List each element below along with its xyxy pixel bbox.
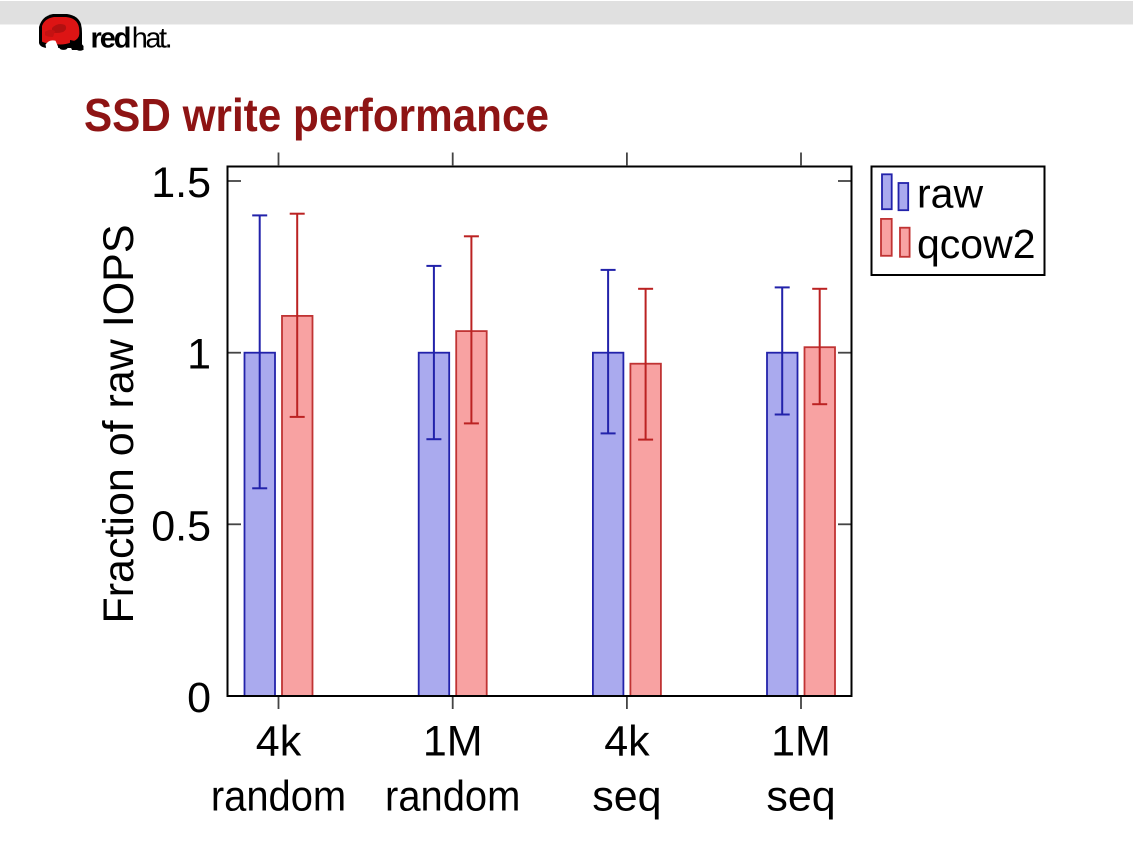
svg-text:1M: 1M xyxy=(423,718,483,766)
svg-text:1M: 1M xyxy=(771,718,831,766)
svg-text:4k: 4k xyxy=(256,718,302,766)
svg-text:random: random xyxy=(211,773,346,821)
svg-text:1.5: 1.5 xyxy=(151,159,211,207)
svg-text:SSD write performance: SSD write performance xyxy=(84,89,549,141)
svg-text:random: random xyxy=(385,773,520,821)
svg-text:seq: seq xyxy=(592,773,661,821)
svg-text:qcow2: qcow2 xyxy=(917,221,1036,267)
svg-text:0: 0 xyxy=(187,674,211,722)
svg-text:1: 1 xyxy=(187,331,211,379)
svg-text:0.5: 0.5 xyxy=(151,502,211,550)
svg-text:seq: seq xyxy=(766,773,835,821)
svg-text:red: red xyxy=(91,23,132,55)
svg-text:raw: raw xyxy=(917,171,983,217)
svg-text:hat.: hat. xyxy=(132,23,173,55)
svg-text:Fraction of raw IOPS: Fraction of raw IOPS xyxy=(95,224,143,623)
svg-text:4k: 4k xyxy=(604,718,650,766)
